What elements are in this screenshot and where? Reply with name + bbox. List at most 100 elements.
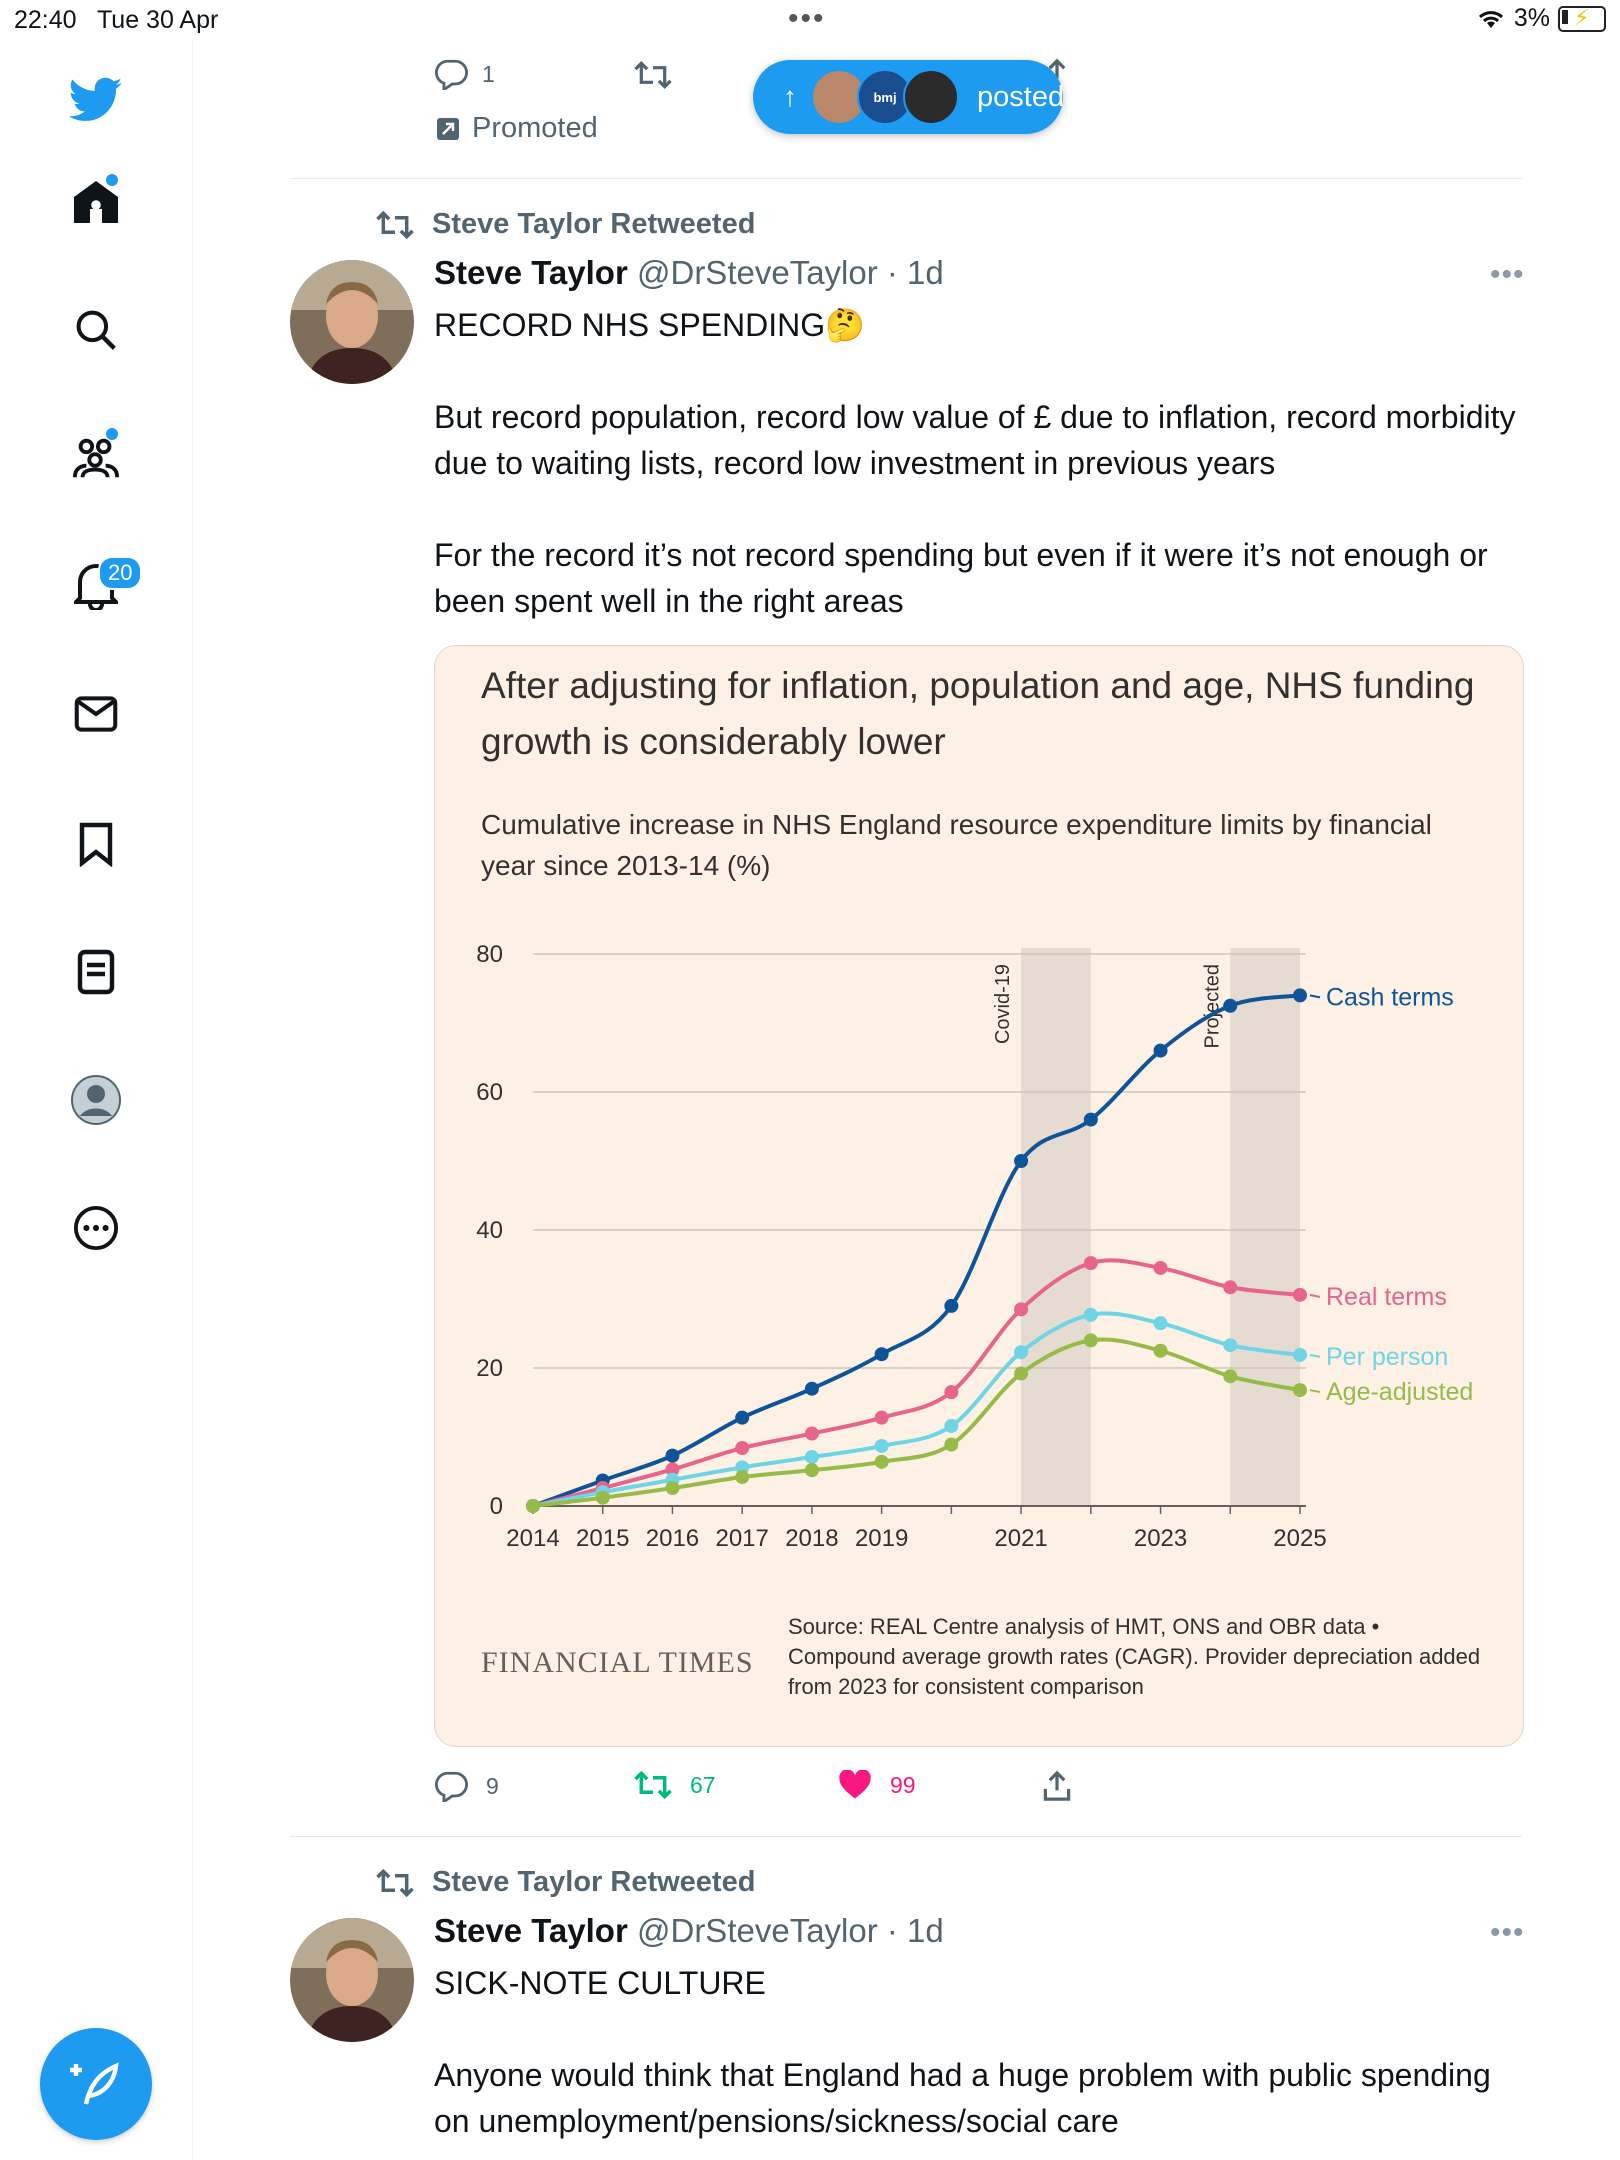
x-tick-label: 2017 — [715, 1525, 768, 1552]
chart-source: Source: REAL Centre analysis of HMT, ONS… — [788, 1614, 1481, 1699]
retweet-icon — [634, 1770, 672, 1800]
new-posts-pill[interactable]: ↑ bmj posted — [753, 60, 1065, 134]
avatar — [903, 69, 959, 125]
retweet-icon — [376, 210, 414, 239]
bookmarks-icon[interactable] — [64, 812, 128, 876]
promoted-label: Promoted — [436, 112, 598, 145]
battery-icon: ⚡ — [1558, 5, 1606, 32]
communities-icon[interactable] — [64, 426, 128, 490]
data-point — [874, 1454, 889, 1469]
profile-icon[interactable] — [64, 1068, 128, 1132]
prev-reply-count: 1 — [482, 60, 495, 87]
data-point — [944, 1418, 959, 1433]
data-point — [1293, 988, 1307, 1003]
retweeted-by[interactable]: Steve Taylor Retweeted — [376, 1866, 755, 1899]
author-handle[interactable]: @DrSteveTaylor — [636, 1912, 878, 1949]
data-point — [1223, 1280, 1238, 1295]
tweet-text: SICK-NOTE CULTURE Anyone would think tha… — [434, 1965, 1491, 2139]
series-label: Per person — [1326, 1343, 1448, 1371]
data-point — [665, 1481, 680, 1496]
data-point — [1014, 1345, 1029, 1360]
series-label: Real terms — [1326, 1283, 1447, 1311]
more-options-icon[interactable]: ••• — [1490, 258, 1525, 291]
compose-icon — [70, 2062, 119, 2105]
retweet-button[interactable]: 67 — [634, 1770, 716, 1800]
battery-percent: 3% — [1513, 4, 1550, 32]
data-point — [944, 1298, 959, 1313]
prev-retweet-button[interactable] — [634, 60, 672, 90]
reply-icon — [435, 59, 468, 90]
prev-share-button[interactable] — [1042, 58, 1072, 90]
twitter-logo-icon[interactable] — [64, 68, 128, 132]
tweet-text: RECORD NHS SPENDING🤔 But record populati… — [434, 307, 1516, 619]
arrow-up-icon: ↑ — [783, 81, 797, 112]
data-point — [735, 1410, 750, 1425]
tweet-time[interactable]: · 1d — [886, 1912, 944, 1949]
retweeted-by[interactable]: Steve Taylor Retweeted — [376, 208, 755, 241]
x-tick-label: 2021 — [994, 1525, 1047, 1552]
home-icon[interactable] — [64, 170, 128, 234]
y-tick-label: 40 — [476, 1217, 503, 1244]
compose-button[interactable] — [40, 2028, 152, 2140]
data-point — [1014, 1302, 1029, 1317]
divider — [290, 1836, 1522, 1837]
author-handle[interactable]: @DrSteveTaylor — [636, 254, 878, 291]
data-point — [1293, 1347, 1307, 1362]
more-icon[interactable] — [64, 1196, 128, 1260]
new-posts-label: posted — [977, 80, 1065, 113]
promoted-icon — [437, 117, 459, 140]
more-options-icon[interactable]: ••• — [1490, 1916, 1525, 1949]
retweet-count: 67 — [690, 1771, 716, 1798]
multitasking-dots-icon[interactable]: ••• — [788, 2, 826, 35]
reply-button[interactable]: 9 — [434, 1770, 499, 1802]
series-line — [532, 993, 1301, 1508]
data-point — [804, 1463, 819, 1478]
home-unread-dot — [106, 174, 118, 186]
data-point — [665, 1448, 680, 1463]
author-avatar[interactable] — [290, 260, 414, 384]
search-icon[interactable] — [64, 298, 128, 362]
data-point — [735, 1470, 750, 1485]
x-tick-label: 2025 — [1273, 1525, 1326, 1552]
data-point — [1083, 1307, 1098, 1322]
reply-icon — [435, 1771, 468, 1802]
data-point — [1083, 1256, 1098, 1271]
author-name[interactable]: Steve Taylor — [434, 1912, 628, 1949]
lists-icon[interactable] — [64, 940, 128, 1004]
wifi-icon — [1478, 10, 1503, 28]
data-point — [1014, 1154, 1029, 1168]
share-icon — [1048, 58, 1066, 79]
like-button[interactable]: 99 — [838, 1770, 916, 1800]
status-bar: 22:40 Tue 30 Apr ••• 3% ⚡ — [0, 0, 1620, 40]
chart-card[interactable]: After adjusting for inflation, populatio… — [434, 645, 1524, 1747]
data-point — [526, 1499, 540, 1513]
series-leader — [1309, 1353, 1321, 1358]
retweet-icon — [634, 61, 672, 89]
data-point — [1293, 1383, 1307, 1398]
data-point — [944, 1437, 959, 1452]
line-chart: Covid-19 Projected 0 20 40 60 80 2014 2015 2016 20… — [476, 941, 1473, 1552]
author-avatar[interactable] — [290, 1918, 414, 2042]
author-name[interactable]: Steve Taylor — [434, 254, 628, 291]
series-leader — [1309, 994, 1321, 999]
heart-icon — [839, 1770, 871, 1799]
divider — [290, 178, 1522, 179]
reply-count: 9 — [486, 1772, 499, 1799]
band-label: Projected — [1201, 964, 1223, 1049]
series-label: Age-adjusted — [1326, 1378, 1473, 1406]
prev-reply-button[interactable]: 1 — [434, 58, 495, 90]
data-point — [1223, 998, 1238, 1013]
status-time: 22:40 Tue 30 Apr — [14, 6, 219, 34]
x-tick-label: 2023 — [1134, 1525, 1187, 1552]
tweet-time[interactable]: · 1d — [886, 254, 944, 291]
data-point — [874, 1410, 889, 1425]
messages-icon[interactable] — [64, 682, 128, 746]
data-point — [665, 1462, 680, 1477]
data-point — [1223, 1338, 1238, 1353]
data-point — [1293, 1287, 1307, 1302]
data-point — [804, 1381, 819, 1396]
series-leader — [1309, 1293, 1321, 1298]
chart-subtitle: Cumulative increase in NHS England resou… — [481, 809, 1432, 881]
share-button[interactable] — [1042, 1770, 1072, 1802]
like-count: 99 — [890, 1771, 916, 1798]
